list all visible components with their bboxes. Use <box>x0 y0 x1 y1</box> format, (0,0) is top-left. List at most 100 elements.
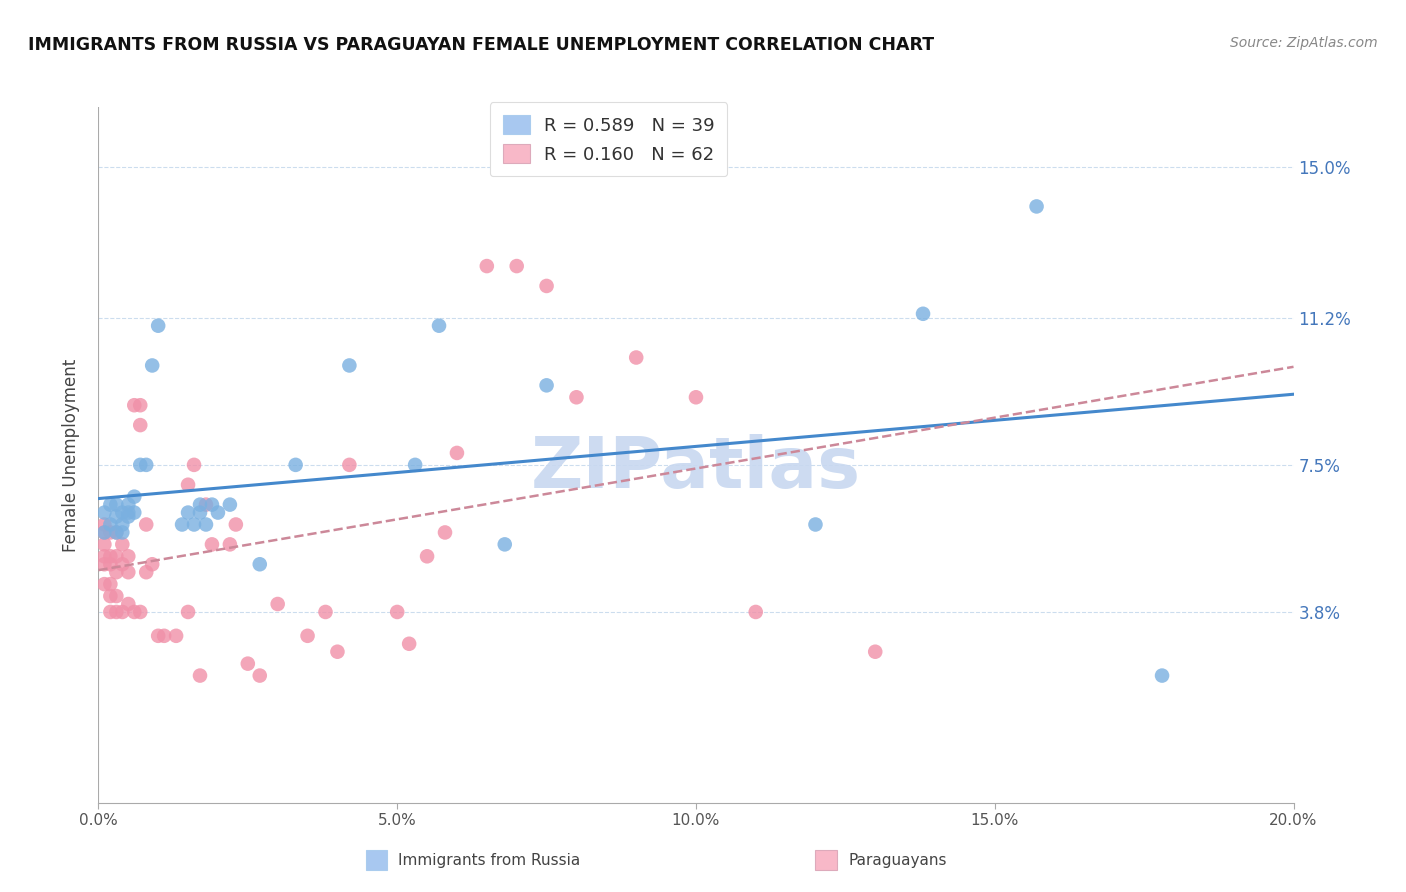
Point <box>385 605 409 619</box>
Y-axis label: Female Unemployment: Female Unemployment <box>62 359 80 551</box>
Point <box>236 657 259 671</box>
Point <box>172 517 194 532</box>
Point <box>153 629 176 643</box>
Point <box>93 537 115 551</box>
Point <box>124 398 146 412</box>
Point <box>434 525 457 540</box>
Point <box>111 525 134 540</box>
Point <box>506 259 529 273</box>
Point <box>148 629 170 643</box>
Point <box>98 589 122 603</box>
Point <box>98 605 122 619</box>
Point <box>745 605 768 619</box>
Point <box>105 525 128 540</box>
Point <box>249 668 271 682</box>
Point <box>284 458 307 472</box>
Point <box>267 597 290 611</box>
Point <box>111 558 134 572</box>
Point <box>427 318 450 333</box>
Text: IMMIGRANTS FROM RUSSIA VS PARAGUAYAN FEMALE UNEMPLOYMENT CORRELATION CHART: IMMIGRANTS FROM RUSSIA VS PARAGUAYAN FEM… <box>28 36 934 54</box>
Point <box>111 537 134 551</box>
Point <box>339 458 361 472</box>
Point <box>117 565 139 579</box>
Point <box>565 390 588 404</box>
Point <box>183 458 205 472</box>
Point <box>148 318 170 333</box>
Point <box>536 378 558 392</box>
Point <box>177 506 200 520</box>
Point <box>339 359 361 373</box>
Point <box>416 549 439 564</box>
Point <box>177 477 200 491</box>
Point <box>129 458 152 472</box>
Point <box>129 605 152 619</box>
Point <box>249 558 271 572</box>
Point <box>188 668 211 682</box>
Point <box>398 637 420 651</box>
Point <box>124 506 146 520</box>
Point <box>626 351 648 365</box>
Point <box>188 498 211 512</box>
Point <box>135 458 157 472</box>
Point <box>105 509 128 524</box>
Point <box>105 498 128 512</box>
Point <box>98 498 122 512</box>
Point <box>105 565 128 579</box>
Point <box>105 605 128 619</box>
Text: ZIPatlas: ZIPatlas <box>531 434 860 503</box>
Point <box>446 446 468 460</box>
Point <box>124 490 146 504</box>
Point <box>183 517 205 532</box>
Point <box>195 517 218 532</box>
Point <box>141 558 163 572</box>
Point <box>98 577 122 591</box>
Point <box>124 605 146 619</box>
Point <box>195 498 218 512</box>
Point <box>912 307 935 321</box>
Point <box>93 506 115 520</box>
Point <box>297 629 319 643</box>
Point <box>105 549 128 564</box>
Point <box>93 549 115 564</box>
Point <box>129 398 152 412</box>
Point <box>225 517 247 532</box>
Point <box>117 498 139 512</box>
Point <box>117 506 139 520</box>
Point <box>111 506 134 520</box>
Point <box>177 605 200 619</box>
Point <box>93 558 115 572</box>
Point <box>219 498 242 512</box>
Point <box>93 525 115 540</box>
Point <box>165 629 187 643</box>
Point <box>135 565 157 579</box>
Point <box>129 418 152 433</box>
Point <box>201 498 224 512</box>
Point <box>135 517 157 532</box>
Legend: R = 0.589   N = 39, R = 0.160   N = 62: R = 0.589 N = 39, R = 0.160 N = 62 <box>489 103 727 177</box>
Point <box>93 517 115 532</box>
Text: Immigrants from Russia: Immigrants from Russia <box>398 854 581 869</box>
Point <box>141 359 163 373</box>
Point <box>98 558 122 572</box>
Point <box>111 605 134 619</box>
Point <box>326 645 349 659</box>
Point <box>105 589 128 603</box>
Point <box>1152 668 1174 682</box>
Point <box>111 517 134 532</box>
Point <box>404 458 426 472</box>
Point <box>105 525 128 540</box>
Point <box>207 506 229 520</box>
Point <box>315 605 337 619</box>
Point <box>117 549 139 564</box>
Point <box>98 517 122 532</box>
Point <box>475 259 498 273</box>
Point <box>1025 199 1047 213</box>
Point <box>494 537 516 551</box>
Text: Paraguayans: Paraguayans <box>848 854 946 869</box>
Point <box>98 549 122 564</box>
Point <box>201 537 224 551</box>
Point <box>865 645 887 659</box>
Point <box>804 517 827 532</box>
Point <box>117 509 139 524</box>
Text: Source: ZipAtlas.com: Source: ZipAtlas.com <box>1230 36 1378 50</box>
